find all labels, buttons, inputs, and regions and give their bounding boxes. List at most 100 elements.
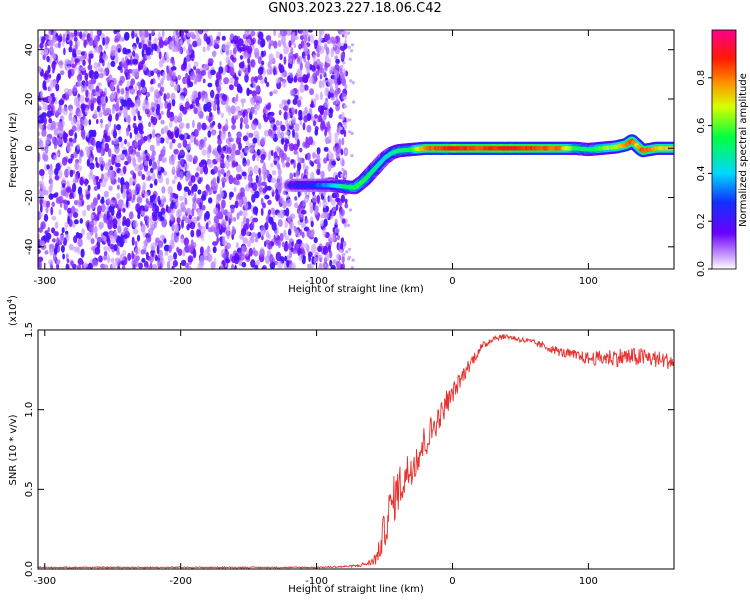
noise-cell <box>152 264 157 269</box>
noise-cell <box>122 207 126 213</box>
noise-cell <box>277 219 283 228</box>
noise-cell <box>150 80 154 85</box>
noise-cell <box>100 173 105 181</box>
noise-cell <box>153 37 158 44</box>
noise-cell <box>102 37 106 46</box>
noise-cell <box>321 79 325 88</box>
noise-cell <box>112 218 118 227</box>
noise-cell <box>103 254 108 261</box>
noise-cell <box>117 177 121 184</box>
noise-cell <box>67 69 72 79</box>
noise-cell <box>68 129 74 137</box>
noise-cell <box>136 234 141 242</box>
noise-cell <box>145 46 152 57</box>
noise-cell <box>90 169 93 177</box>
noise-cell <box>115 162 121 168</box>
noise-cell <box>192 40 198 48</box>
noise-cell <box>309 88 315 96</box>
noise-cell <box>217 122 221 130</box>
noise-cell <box>201 122 207 131</box>
noise-cell <box>77 39 80 48</box>
noise-cell <box>120 177 125 187</box>
noise-cell <box>275 145 281 154</box>
noise-cell <box>180 38 183 46</box>
noise-cell <box>149 222 155 228</box>
noise-cell <box>295 243 300 248</box>
y-tick-label: -20 <box>24 189 35 205</box>
noise-cell <box>46 200 51 208</box>
noise-cell <box>224 159 230 169</box>
noise-cell <box>129 132 133 139</box>
noise-cell <box>184 197 188 205</box>
noise-cell <box>49 174 52 181</box>
snr-scale-label: (x104) <box>6 295 19 326</box>
noise-cell <box>106 210 110 220</box>
noise-cell <box>87 64 93 71</box>
noise-cell <box>228 174 234 185</box>
noise-cell <box>224 65 228 73</box>
noise-cell <box>303 55 307 63</box>
noise-cell <box>283 243 289 252</box>
noise-cell <box>165 37 169 43</box>
noise-cell <box>167 102 172 111</box>
noise-cell <box>114 198 118 207</box>
noise-cell <box>136 36 139 45</box>
noise-cell <box>126 97 132 107</box>
noise-cell <box>132 50 136 57</box>
noise-cell <box>255 95 262 101</box>
noise-cell <box>151 150 156 157</box>
noise-cell <box>313 256 319 265</box>
noise-cell <box>341 263 345 269</box>
noise-cell <box>140 249 145 255</box>
noise-cell <box>137 213 141 219</box>
noise-cell <box>221 130 227 138</box>
noise-cell <box>134 246 141 255</box>
noise-cell <box>125 218 131 228</box>
noise-cell <box>108 206 113 213</box>
noise-cell <box>231 255 236 264</box>
noise-cell <box>212 241 218 246</box>
noise-cell <box>116 251 121 256</box>
noise-cell <box>123 165 127 175</box>
noise-cell <box>100 203 106 213</box>
noise-cell <box>127 59 132 65</box>
noise-cell <box>297 99 302 108</box>
noise-cell <box>152 214 158 222</box>
noise-cell <box>86 158 91 167</box>
noise-cell <box>294 132 299 141</box>
noise-cell <box>263 116 269 123</box>
noise-cell <box>289 72 293 79</box>
noise-cell <box>262 187 267 194</box>
noise-cell <box>51 215 57 221</box>
noise-cell <box>76 97 80 106</box>
noise-cell <box>347 45 351 50</box>
noise-cell <box>186 32 191 38</box>
noise-cell <box>137 170 143 177</box>
noise-cell <box>179 95 185 101</box>
noise-cell <box>260 226 266 236</box>
noise-cell <box>310 232 314 238</box>
noise-cell <box>120 141 124 149</box>
noise-cell <box>69 169 74 178</box>
noise-cell <box>67 215 70 225</box>
noise-cell <box>264 194 270 200</box>
noise-cell <box>239 210 243 216</box>
noise-cell <box>280 131 285 139</box>
noise-cell <box>208 58 214 65</box>
noise-cell <box>345 250 349 254</box>
noise-cell <box>74 132 78 140</box>
noise-cell <box>232 47 237 55</box>
noise-cell <box>43 116 47 126</box>
noise-cell <box>89 162 95 170</box>
noise-cell <box>326 88 329 97</box>
noise-cell <box>269 253 274 264</box>
noise-cell <box>115 30 121 33</box>
noise-cell <box>121 57 125 65</box>
noise-cell <box>337 234 340 241</box>
noise-cell <box>340 65 344 69</box>
noise-cell <box>54 175 60 181</box>
noise-cell <box>132 194 136 201</box>
noise-cell <box>170 202 175 210</box>
noise-cell <box>222 146 226 152</box>
noise-cell <box>342 61 346 65</box>
